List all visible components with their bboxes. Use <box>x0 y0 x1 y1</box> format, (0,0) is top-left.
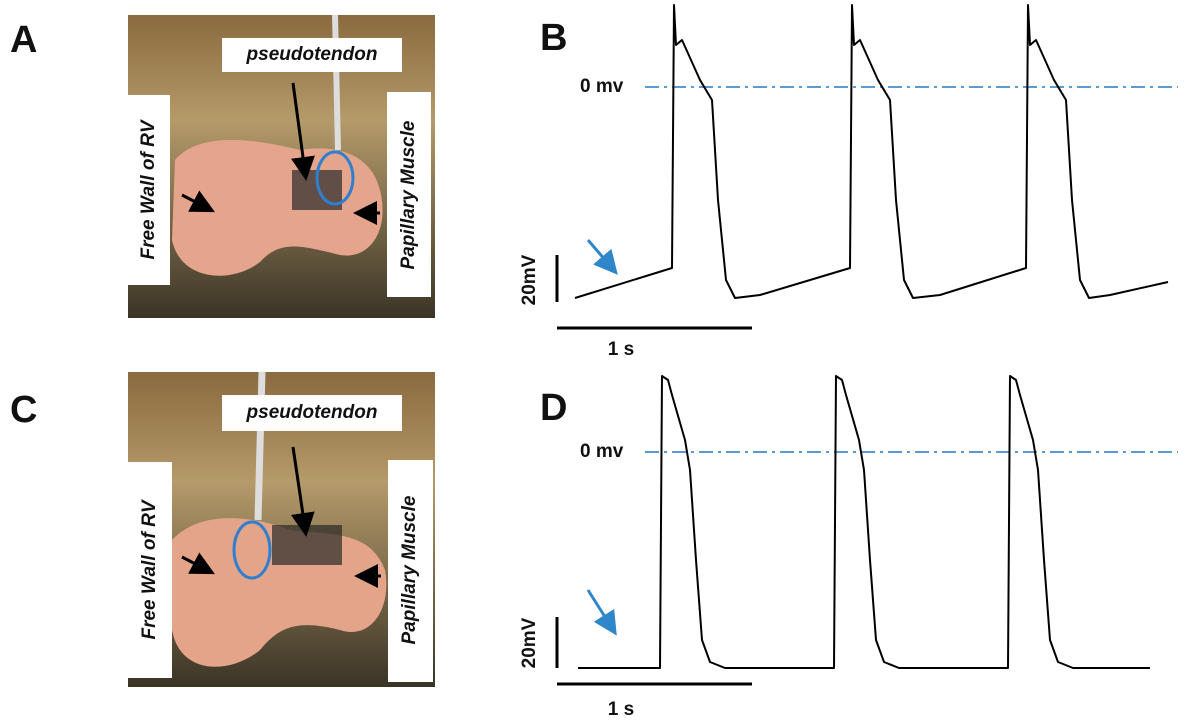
photo-label: Papillary Muscle <box>398 120 419 269</box>
panel-label: D <box>540 387 567 429</box>
voltage-scale: 20mV <box>519 617 540 668</box>
panel-label: C <box>10 389 37 431</box>
photo-label: Free Wall of RV <box>138 119 159 259</box>
time-scale: 1 s <box>608 339 634 360</box>
voltage-scale: 20mV <box>519 254 540 305</box>
photo-label: pseudotendon <box>246 44 378 65</box>
photo-c <box>128 371 435 687</box>
photo-a <box>128 14 435 318</box>
panel-label: B <box>540 17 567 59</box>
panel-label: A <box>10 19 37 61</box>
photo-label: Papillary Muscle <box>399 495 420 644</box>
trace-d <box>555 375 1178 686</box>
trace-b <box>555 4 1178 330</box>
photo-label: Free Wall of RV <box>139 499 160 639</box>
zero-label: 0 mv <box>580 76 624 97</box>
photo-label: pseudotendon <box>246 402 378 423</box>
zero-label: 0 mv <box>580 441 624 462</box>
time-scale: 1 s <box>608 699 634 720</box>
